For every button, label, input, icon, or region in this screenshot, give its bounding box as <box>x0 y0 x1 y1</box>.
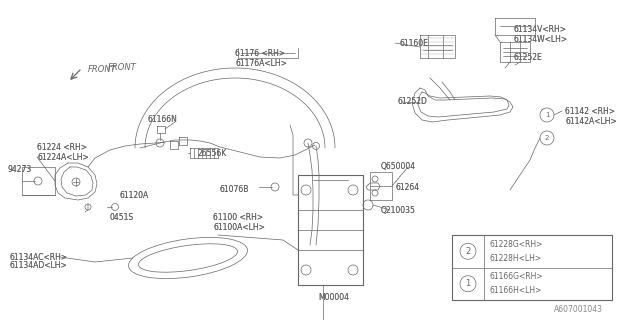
Text: 61142 <RH>: 61142 <RH> <box>565 107 615 116</box>
Text: 61120A: 61120A <box>120 190 149 199</box>
Text: 61252E: 61252E <box>514 53 543 62</box>
Text: 61100 <RH>: 61100 <RH> <box>213 213 263 222</box>
Text: 61076B: 61076B <box>220 185 250 194</box>
Text: M00004: M00004 <box>318 293 349 302</box>
Text: 61134V<RH>: 61134V<RH> <box>514 26 567 35</box>
Text: 61134AD<LH>: 61134AD<LH> <box>10 261 68 270</box>
Text: 61160E: 61160E <box>399 38 428 47</box>
Text: 61228H<LH>: 61228H<LH> <box>489 254 541 263</box>
Text: 61264: 61264 <box>395 183 419 193</box>
Text: 0451S: 0451S <box>110 213 134 222</box>
Text: 61076B: 61076B <box>220 185 250 194</box>
Bar <box>370 172 392 200</box>
Text: 61100A<LH>: 61100A<LH> <box>213 223 265 233</box>
Text: 61134AC<RH>: 61134AC<RH> <box>10 252 68 261</box>
Circle shape <box>540 108 554 122</box>
Text: 61142 <RH>: 61142 <RH> <box>565 107 615 116</box>
Text: 61100 <RH>: 61100 <RH> <box>213 213 263 222</box>
Text: 61224 <RH>: 61224 <RH> <box>37 142 87 151</box>
Text: 61264: 61264 <box>395 183 419 193</box>
Text: 61176A<LH>: 61176A<LH> <box>235 59 287 68</box>
Text: 26556K: 26556K <box>197 148 227 157</box>
Text: 61176A<LH>: 61176A<LH> <box>235 59 287 68</box>
Text: 61142A<LH>: 61142A<LH> <box>565 116 617 125</box>
Text: 61252D: 61252D <box>398 98 428 107</box>
Text: 1: 1 <box>465 279 470 288</box>
Text: 2: 2 <box>545 135 549 141</box>
Text: 1: 1 <box>545 112 549 118</box>
Text: 61176 <RH>: 61176 <RH> <box>235 50 285 59</box>
Circle shape <box>460 276 476 292</box>
Text: 61252E: 61252E <box>514 53 543 62</box>
Text: 61224A<LH>: 61224A<LH> <box>37 153 89 162</box>
Text: 61160E: 61160E <box>399 38 428 47</box>
Text: 61134W<LH>: 61134W<LH> <box>514 36 568 44</box>
Text: 61166H<LH>: 61166H<LH> <box>489 286 541 295</box>
Circle shape <box>540 131 554 145</box>
Text: Q650004: Q650004 <box>381 163 416 172</box>
Text: 61228G<RH>: 61228G<RH> <box>489 240 542 249</box>
Text: 61134AD<LH>: 61134AD<LH> <box>10 261 68 270</box>
Text: 94273: 94273 <box>8 165 32 174</box>
Circle shape <box>460 243 476 259</box>
Text: FRONT: FRONT <box>88 66 116 75</box>
Text: 61134AC<RH>: 61134AC<RH> <box>10 252 68 261</box>
Text: 2: 2 <box>465 247 470 256</box>
Text: 0451S: 0451S <box>110 213 134 222</box>
Text: 61120A: 61120A <box>120 190 149 199</box>
Text: Q210035: Q210035 <box>381 205 416 214</box>
Text: 61100A<LH>: 61100A<LH> <box>213 223 265 233</box>
Text: 61224A<LH>: 61224A<LH> <box>37 153 89 162</box>
Text: 61134W<LH>: 61134W<LH> <box>514 36 568 44</box>
Text: 61252D: 61252D <box>398 98 428 107</box>
Bar <box>452 235 612 300</box>
Text: 61166N: 61166N <box>148 115 178 124</box>
Text: Q210035: Q210035 <box>381 205 416 214</box>
Text: 61166G<RH>: 61166G<RH> <box>489 272 543 281</box>
Text: 61166N: 61166N <box>148 115 178 124</box>
Text: 94273: 94273 <box>8 165 32 174</box>
Text: FRONT: FRONT <box>108 63 137 73</box>
Text: 61176 <RH>: 61176 <RH> <box>235 50 285 59</box>
Text: 61134V<RH>: 61134V<RH> <box>514 26 567 35</box>
Text: Q650004: Q650004 <box>381 163 416 172</box>
Text: A607001043: A607001043 <box>554 306 603 315</box>
Text: 61142A<LH>: 61142A<LH> <box>565 116 617 125</box>
Text: M00004: M00004 <box>318 293 349 302</box>
Text: 61224 <RH>: 61224 <RH> <box>37 142 87 151</box>
Text: 26556K: 26556K <box>197 148 227 157</box>
